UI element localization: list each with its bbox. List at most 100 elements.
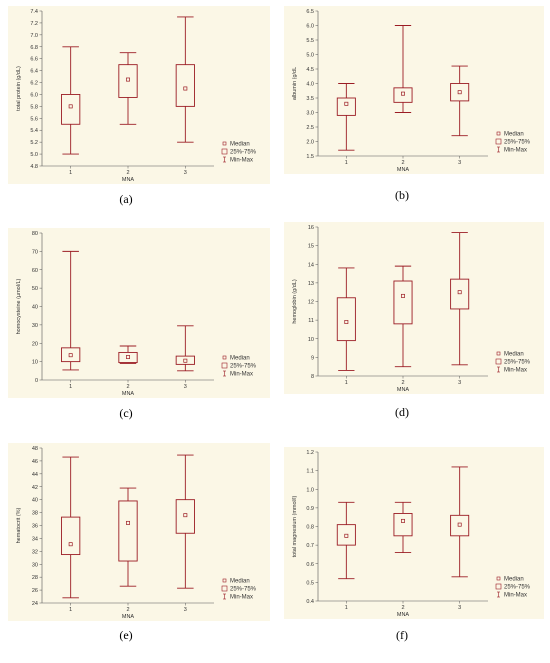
y-tick-label: 60 (32, 268, 38, 274)
box-group (393, 265, 413, 368)
median-marker (344, 101, 349, 106)
caption-e: (e) (119, 628, 133, 642)
box-group (175, 454, 195, 589)
y-tick-label: 42 (32, 485, 38, 491)
y-tick-label: 32 (32, 549, 38, 555)
box-group (393, 25, 413, 113)
chart-background (284, 447, 544, 619)
x-axis-title: MNA (397, 612, 410, 618)
x-tick-label: 2 (126, 384, 129, 390)
legend: Median 25%-75% Min-Max (495, 131, 531, 154)
y-tick-label: 0.4 (306, 599, 314, 605)
box-group (118, 487, 138, 587)
y-tick-label: 3.0 (306, 111, 314, 117)
y-tick-label: 24 (32, 601, 38, 607)
legend-median-marker (496, 131, 501, 136)
y-tick-label: 10 (32, 360, 38, 366)
y-tick-label: 70 (32, 249, 38, 255)
chart-svg: 1.5 2.0 2.5 3.0 3.5 4.0 4.5 5.0 5.5 6.0 6.5 albumin… (284, 6, 544, 174)
y-tick-label: 7.0 (30, 33, 38, 39)
iqr-box (450, 83, 470, 102)
legend: Median 25%-75% Min-Max (495, 577, 531, 599)
legend-iqr-marker (495, 358, 502, 365)
legend-range-label: Min-Max (504, 593, 527, 599)
y-tick-label: 1.1 (306, 469, 314, 475)
box-group (118, 52, 138, 125)
y-tick-label: 10 (308, 337, 314, 343)
median-marker (126, 77, 130, 82)
y-tick-label: 8 (311, 374, 314, 380)
y-tick-label: 3.5 (306, 96, 314, 102)
median-marker (126, 355, 130, 359)
y-tick-label: 0.7 (306, 543, 314, 549)
caption-a: (a) (119, 192, 133, 206)
y-tick-label: 1.0 (306, 487, 314, 493)
legend-iqr-label: 25%-75% (504, 360, 531, 366)
y-tick-label: 4.5 (306, 67, 314, 73)
median-marker (183, 86, 188, 91)
y-tick-label: 26 (32, 588, 38, 594)
chart-panel-f: 0.4 0.5 0.6 0.7 0.8 0.9 1.0 1.1 1.2 total magnesi… (284, 447, 544, 619)
median-marker (68, 542, 73, 547)
iqr-box (175, 355, 195, 365)
y-tick-label: 36 (32, 524, 38, 530)
y-tick-label: 30 (32, 562, 38, 568)
iqr-box (336, 97, 356, 116)
y-tick-label: 30 (32, 323, 38, 329)
chart-background (8, 6, 270, 184)
box-group (450, 232, 470, 366)
y-tick-label: 14 (308, 262, 314, 268)
y-tick-label: 46 (32, 459, 38, 465)
median-marker (401, 293, 405, 298)
box-group (393, 501, 413, 554)
x-tick-label: 3 (184, 384, 187, 390)
chart-background (8, 443, 270, 621)
y-tick-label: 34 (32, 536, 38, 542)
y-axis-title: total magnesium (mmol/l) (292, 495, 298, 557)
legend-iqr-label: 25%-75% (504, 140, 531, 146)
y-tick-label: 48 (32, 446, 38, 452)
y-tick-label: 2.0 (306, 140, 314, 146)
median-marker (401, 91, 405, 96)
median-marker (457, 290, 462, 295)
median-marker (183, 513, 188, 518)
median-marker (457, 522, 462, 527)
y-tick-label: 16 (308, 225, 314, 231)
legend: Median 25%-75% Min-Max (495, 352, 531, 374)
y-tick-label: 7.4 (30, 9, 38, 15)
box-group (61, 250, 81, 371)
iqr-box (61, 516, 81, 556)
y-tick-label: 6.6 (30, 57, 38, 63)
y-tick-label: 5.4 (30, 128, 38, 134)
x-tick-label: 1 (69, 384, 72, 390)
y-tick-label: 6.4 (30, 69, 38, 75)
x-axis-title: MNA (122, 391, 135, 397)
y-tick-label: 20 (32, 341, 38, 347)
caption-c: (c) (119, 406, 133, 420)
legend-median-label: Median (230, 142, 250, 148)
x-tick-label: 1 (69, 170, 72, 176)
iqr-box (118, 351, 138, 363)
x-tick-label: 3 (458, 380, 461, 386)
y-tick-label: 11 (308, 318, 314, 324)
y-tick-label: 6.0 (306, 24, 314, 30)
y-tick-label: 7.2 (30, 21, 38, 27)
x-tick-label: 2 (401, 160, 404, 166)
legend-median-marker (222, 141, 227, 146)
x-tick-label: 3 (458, 160, 461, 166)
median-marker (457, 90, 462, 95)
iqr-box (450, 278, 470, 310)
y-tick-label: 0.9 (306, 506, 314, 512)
legend-iqr-marker (221, 148, 228, 155)
x-tick-label: 2 (401, 380, 404, 386)
y-tick-label: 80 (32, 231, 38, 237)
y-tick-label: 50 (32, 286, 38, 292)
box-group (175, 16, 195, 143)
iqr-box (393, 280, 413, 325)
x-tick-label: 2 (126, 170, 129, 176)
legend-median-marker (222, 355, 227, 360)
y-tick-label: 1.5 (306, 154, 314, 160)
x-tick-label: 2 (126, 607, 129, 613)
